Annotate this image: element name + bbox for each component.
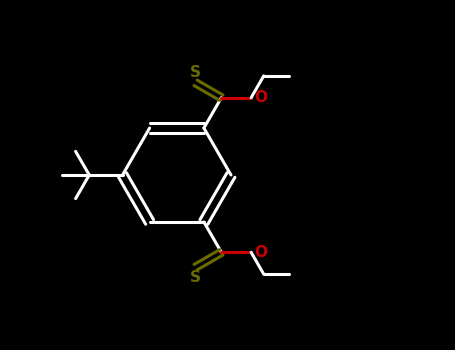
Text: O: O (254, 90, 267, 105)
Text: O: O (254, 245, 267, 260)
Text: S: S (190, 65, 201, 80)
Text: S: S (190, 270, 201, 285)
